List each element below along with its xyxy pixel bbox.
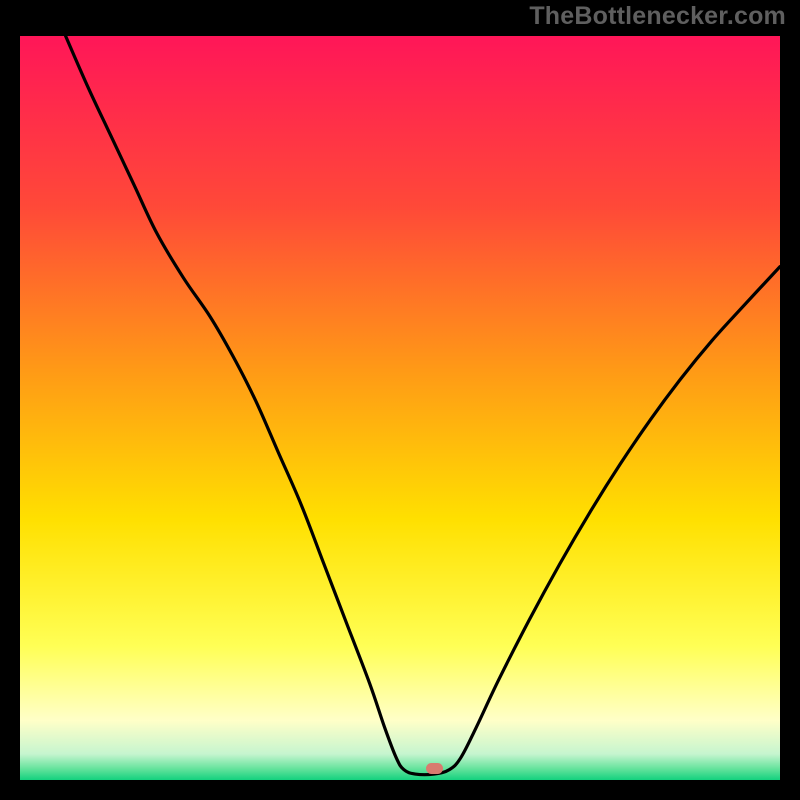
- plot-area: [20, 36, 780, 780]
- chart-container: TheBottlenecker.com: [0, 0, 800, 800]
- watermark-label: TheBottlenecker.com: [529, 2, 786, 31]
- bottleneck-curve: [20, 36, 780, 780]
- border-right: [780, 0, 800, 800]
- selection-marker: [426, 763, 443, 774]
- border-left: [0, 0, 20, 800]
- border-bottom: [0, 780, 800, 800]
